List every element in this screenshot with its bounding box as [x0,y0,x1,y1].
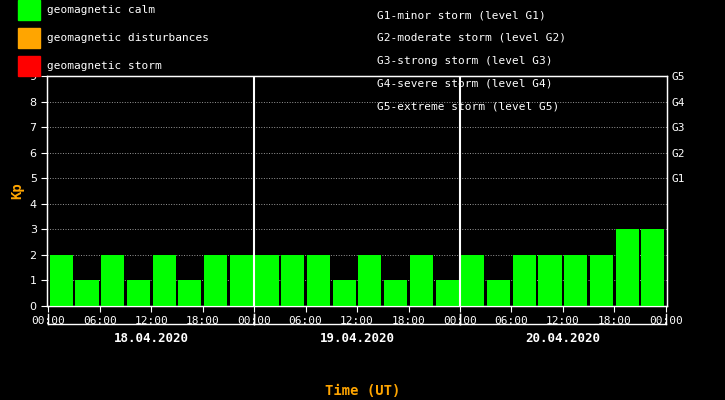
Bar [204,255,227,306]
Text: 19.04.2020: 19.04.2020 [320,332,394,345]
Text: geomagnetic storm: geomagnetic storm [47,61,162,71]
Bar [436,280,459,306]
Bar [358,255,381,306]
Bar [307,255,330,306]
Bar [281,255,304,306]
Bar [152,255,175,306]
Bar [642,229,664,306]
Bar [127,280,150,306]
Bar [75,280,99,306]
Bar [590,255,613,306]
Bar [178,280,202,306]
Bar [616,229,639,306]
Bar [564,255,587,306]
Text: G3-strong storm (level G3): G3-strong storm (level G3) [377,56,552,66]
Text: Time (UT): Time (UT) [325,384,400,398]
Bar [102,255,124,306]
Bar [461,255,484,306]
Bar [539,255,562,306]
Bar [384,280,407,306]
Text: geomagnetic calm: geomagnetic calm [47,5,155,15]
Text: G2-moderate storm (level G2): G2-moderate storm (level G2) [377,33,566,43]
Bar [410,255,433,306]
Text: geomagnetic disturbances: geomagnetic disturbances [47,33,209,43]
Bar [50,255,72,306]
Bar [333,280,356,306]
Bar [255,255,278,306]
Text: G4-severe storm (level G4): G4-severe storm (level G4) [377,78,552,88]
Bar [487,280,510,306]
Text: 18.04.2020: 18.04.2020 [114,332,188,345]
Bar [230,255,253,306]
Text: G1-minor storm (level G1): G1-minor storm (level G1) [377,10,546,20]
Bar [513,255,536,306]
Y-axis label: Kp: Kp [10,183,24,199]
Text: 20.04.2020: 20.04.2020 [526,332,600,345]
Text: G5-extreme storm (level G5): G5-extreme storm (level G5) [377,101,559,111]
